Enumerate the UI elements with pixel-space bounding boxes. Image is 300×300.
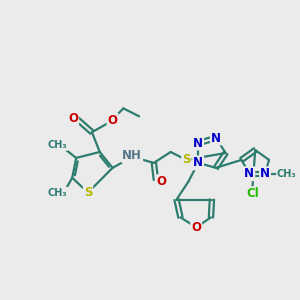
Text: O: O — [68, 112, 78, 125]
Text: O: O — [191, 221, 201, 234]
Text: N: N — [193, 136, 203, 150]
Text: N: N — [244, 167, 254, 180]
Text: CH₃: CH₃ — [48, 188, 67, 198]
Text: O: O — [157, 175, 167, 188]
Text: N: N — [260, 167, 270, 180]
Text: CH₃: CH₃ — [277, 169, 296, 179]
Text: N: N — [193, 156, 203, 170]
Text: N: N — [211, 132, 221, 145]
Text: NH: NH — [122, 149, 142, 162]
Text: S: S — [182, 153, 190, 167]
Text: S: S — [84, 186, 92, 199]
Text: O: O — [108, 114, 118, 127]
Text: Cl: Cl — [246, 187, 259, 200]
Text: CH₃: CH₃ — [48, 140, 67, 150]
